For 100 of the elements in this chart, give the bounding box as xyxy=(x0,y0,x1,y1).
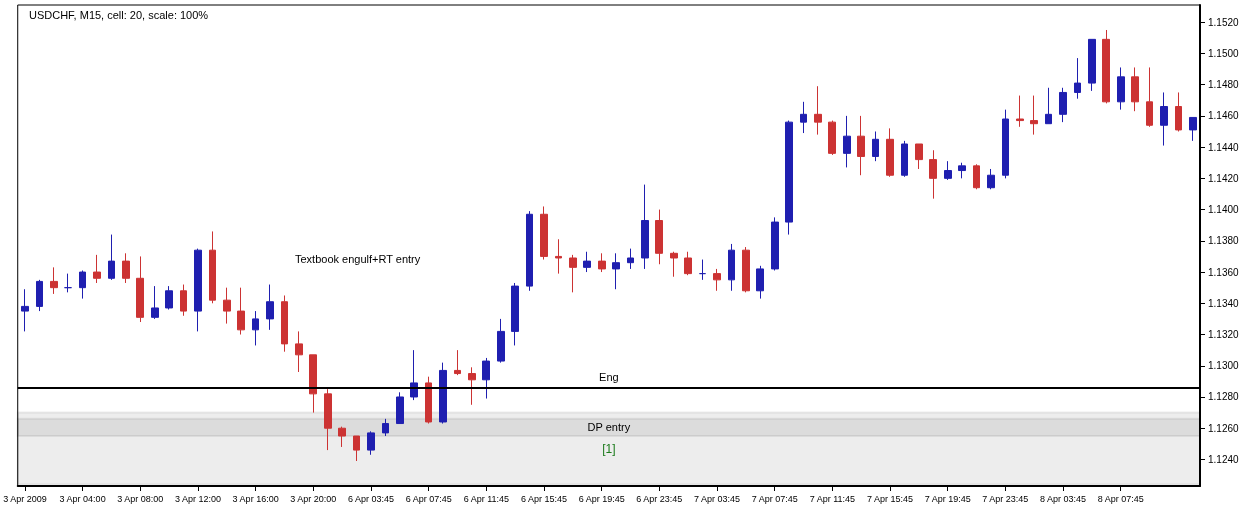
candlestick xyxy=(136,255,144,323)
y-tick-label: 1.1460 xyxy=(1208,110,1240,122)
candlestick xyxy=(468,366,476,406)
candlestick xyxy=(36,279,43,312)
x-tick-label: 3 Apr 04:00 xyxy=(59,493,106,504)
x-tick-label: 7 Apr 07:45 xyxy=(751,493,798,504)
candlestick xyxy=(526,210,533,292)
x-tick-label: 6 Apr 19:45 xyxy=(578,493,625,504)
y-tick-label: 1.1320 xyxy=(1208,329,1240,341)
x-tick-label: 3 Apr 12:00 xyxy=(174,493,221,504)
candlestick xyxy=(79,269,86,300)
x-tick-label: 6 Apr 23:45 xyxy=(636,493,683,504)
annotation: Textbook engulf+RT entry xyxy=(295,252,421,265)
candlestick xyxy=(511,282,519,346)
candlestick xyxy=(180,284,187,317)
candlestick xyxy=(728,243,735,292)
candlestick xyxy=(309,354,317,414)
x-tick-label: 8 Apr 07:45 xyxy=(1097,493,1144,504)
candlestick xyxy=(612,252,620,290)
candlestick xyxy=(382,418,389,437)
x-tick-label: 7 Apr 11:45 xyxy=(809,493,856,504)
candlestick xyxy=(1102,29,1110,104)
candlestick xyxy=(396,391,404,425)
candlestick xyxy=(482,357,490,400)
y-tick-label: 1.1420 xyxy=(1208,172,1240,184)
candlestick xyxy=(742,246,750,293)
candlestick xyxy=(93,254,101,284)
candlestick xyxy=(194,248,202,332)
candlestick xyxy=(266,284,274,331)
candlestick xyxy=(655,209,663,265)
x-tick-label: 8 Apr 03:45 xyxy=(1040,493,1087,504)
candlestick xyxy=(569,254,577,293)
candlestick xyxy=(828,120,836,156)
y-tick-label: 1.1280 xyxy=(1208,391,1240,403)
candlestick xyxy=(1175,91,1182,132)
candlestick xyxy=(324,388,332,451)
y-tick-label: 1.1360 xyxy=(1208,266,1240,278)
candlestick xyxy=(252,310,259,346)
x-tick-label: 7 Apr 19:45 xyxy=(924,493,971,504)
candlestick xyxy=(699,259,706,281)
y-tick-label: 1.1240 xyxy=(1208,453,1240,465)
x-tick-label: 3 Apr 16:00 xyxy=(232,493,279,504)
candlestick xyxy=(641,184,649,270)
y-tick-label: 1.1260 xyxy=(1208,422,1240,434)
x-tick-label: 7 Apr 15:45 xyxy=(866,493,914,504)
candlestick xyxy=(338,426,346,448)
candlestick xyxy=(901,140,908,178)
candlestick xyxy=(410,349,418,401)
candlestick xyxy=(1146,66,1153,128)
candlestick xyxy=(627,248,634,270)
y-tick-label: 1.1440 xyxy=(1208,141,1240,153)
candlestick xyxy=(756,265,764,300)
candlestick xyxy=(1045,87,1052,125)
candlestick xyxy=(583,251,591,273)
x-tick-label: 7 Apr 03:45 xyxy=(693,493,741,504)
candlestick xyxy=(958,162,966,179)
candlestick xyxy=(684,251,692,276)
candlestick xyxy=(281,294,288,353)
ref-line-label: Eng xyxy=(599,371,619,384)
x-tick-label: 7 Apr 23:45 xyxy=(982,493,1029,504)
candlestick xyxy=(108,234,115,281)
candlestick xyxy=(1117,66,1125,111)
candlestick xyxy=(21,288,29,332)
candlestick xyxy=(800,101,807,134)
candlestick xyxy=(165,285,173,311)
candlestick xyxy=(785,120,793,236)
x-tick-label: 3 Apr 08:00 xyxy=(117,493,164,504)
candlestick xyxy=(1131,66,1139,112)
x-tick-label: 3 Apr 2009 xyxy=(3,493,47,504)
candlestick xyxy=(1189,116,1197,142)
candlestick xyxy=(1030,95,1038,136)
y-tick-label: 1.1480 xyxy=(1208,79,1240,91)
candlestick xyxy=(540,205,548,261)
candlestick xyxy=(122,252,130,284)
candlestick xyxy=(598,252,606,273)
y-tick-label: 1.1380 xyxy=(1208,235,1240,247)
candlestick xyxy=(50,266,58,295)
candlestick xyxy=(771,216,779,271)
band-label: [1] xyxy=(602,441,616,456)
candlestick xyxy=(944,160,952,181)
y-tick-label: 1.1500 xyxy=(1208,47,1240,59)
candlestick xyxy=(1059,87,1067,123)
candlestick xyxy=(497,318,505,364)
y-tick-label: 1.1300 xyxy=(1208,360,1240,372)
candlestick xyxy=(454,349,461,376)
candlestick xyxy=(237,287,245,336)
candlestick xyxy=(555,238,562,275)
candlestick xyxy=(713,268,721,292)
candlestick xyxy=(64,273,72,293)
candlestick xyxy=(295,330,303,373)
candlestick xyxy=(929,149,937,200)
candlestick xyxy=(1074,57,1081,100)
candlestick xyxy=(670,251,678,278)
candlestick xyxy=(987,168,995,190)
band-label: DP entry xyxy=(587,421,631,434)
candlestick xyxy=(814,85,822,136)
candlestick xyxy=(223,287,231,325)
candlestick xyxy=(915,143,923,170)
candlestick xyxy=(973,163,980,190)
chart-title: USDCHF, M15, cell: 20, scale: 100% xyxy=(29,8,209,21)
